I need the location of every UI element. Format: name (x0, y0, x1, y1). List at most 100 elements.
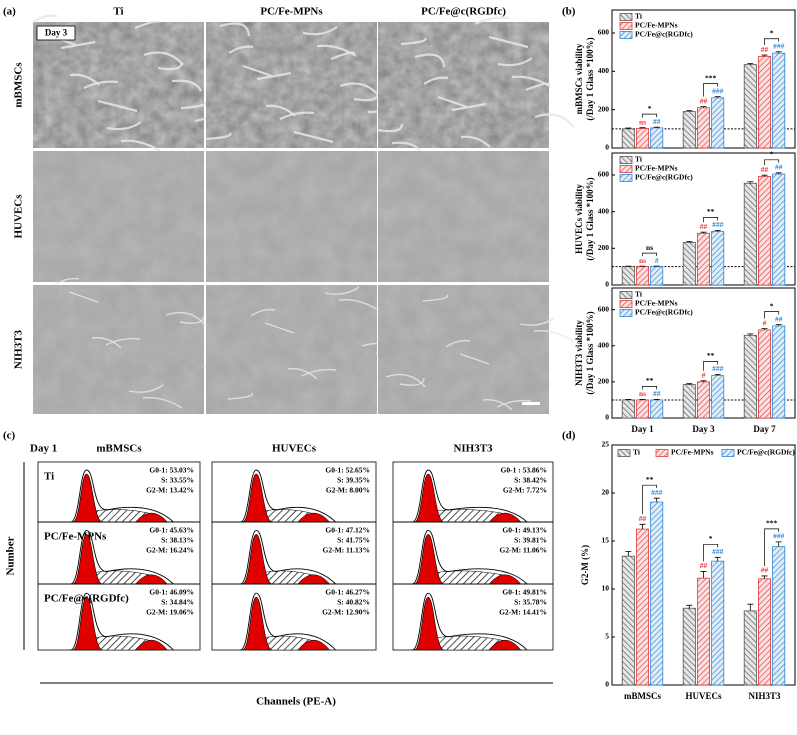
g01-peak (72, 473, 103, 523)
bar (621, 399, 635, 419)
sem-image (378, 151, 549, 282)
legend-swatch (619, 174, 633, 182)
error-bar (639, 127, 646, 129)
bar (711, 231, 725, 286)
bar (650, 399, 664, 419)
cell (460, 135, 491, 148)
cycle-stat: G0-1: 45.63% (149, 526, 194, 535)
bar (697, 107, 711, 149)
cycle-stat: G0-1: 52.65% (325, 466, 370, 475)
y-tick-label: 200 (598, 377, 610, 386)
y-label: (/Day 1 Glass *100%) (585, 177, 595, 260)
significance: ### (712, 220, 724, 229)
cytometry-panel: Day 1 mBMSCs HUVECs NIH3T3 Number Channels (P… (5, 443, 554, 708)
day-box (36, 25, 76, 41)
envelope (411, 529, 528, 585)
cycle-stat: G2-M: 14.41% (499, 608, 547, 617)
y-label: NIH3T3 viability (574, 320, 584, 386)
cell (422, 294, 449, 302)
error-bar (761, 54, 768, 57)
cell (205, 132, 232, 141)
day-label: Day 1 (30, 443, 57, 455)
y-tick-label: 0 (605, 143, 609, 152)
error-bar (625, 550, 632, 557)
y-tick-label: 25 (602, 440, 610, 449)
cell (451, 102, 487, 112)
cell (445, 339, 471, 348)
significance: ns (639, 117, 646, 126)
significance: ### (712, 364, 724, 373)
bar (621, 128, 635, 149)
g01-peak (413, 596, 445, 651)
bracket-label: ns (646, 243, 653, 252)
bar (711, 97, 725, 149)
legend-swatch (619, 309, 633, 317)
error-bar (639, 399, 646, 400)
legend-swatch (619, 22, 633, 30)
error-bar (714, 229, 721, 232)
cell (54, 277, 80, 286)
cell (171, 79, 203, 92)
panel-label: (a) (3, 6, 16, 18)
bracket-label: * (770, 301, 774, 310)
bar (711, 560, 725, 686)
column-header: Ti (113, 6, 123, 18)
legend-label: PC/Fe@c(RGDfc) (635, 30, 693, 39)
cell (293, 130, 334, 144)
cell (134, 20, 160, 30)
bar (697, 381, 711, 419)
cell (287, 368, 318, 380)
row-label: HUVECs (13, 194, 25, 239)
g01-peak (72, 534, 103, 585)
error-bar (714, 374, 721, 376)
envelope (70, 592, 174, 651)
cell (279, 111, 315, 120)
bracket (764, 38, 780, 46)
bracket-label: *** (705, 73, 717, 82)
cell (250, 308, 276, 317)
cycle-stat: G2-M: 11.06% (500, 546, 548, 555)
y-label: (/Day 1 Glass *100%) (585, 37, 595, 120)
cell (179, 315, 205, 324)
error-bar (625, 399, 632, 400)
cell (105, 337, 141, 346)
significance: ## (775, 163, 783, 172)
cycle-stat: G0-1 : 53.86% (501, 466, 547, 475)
cell (68, 291, 99, 303)
column-header: NIH3T3 (453, 443, 493, 455)
y-label: mBMSCs viability (574, 43, 584, 114)
row-label: Ti (44, 471, 54, 483)
cycle-stat: G2-M: 13.42% (146, 486, 194, 495)
envelope (411, 592, 528, 651)
bar (743, 610, 757, 686)
y-label: HUVECs viability (574, 184, 584, 254)
bracket-label: ** (646, 376, 654, 385)
y-tick-label: 0 (605, 680, 609, 689)
legend-swatch (619, 300, 633, 308)
bracket (642, 386, 658, 390)
envelope (70, 469, 174, 523)
y-tick-label: 400 (598, 66, 610, 75)
sem-image (206, 151, 377, 282)
bracket (764, 311, 780, 319)
bracket-label: * (648, 104, 652, 113)
legend-swatch (721, 449, 735, 457)
cycle-stat: G0-1: 46.09% (149, 588, 194, 597)
cycle-stat: S: 34.84% (161, 598, 194, 607)
legend-swatch (619, 291, 633, 299)
cell (377, 123, 404, 133)
bar (758, 176, 772, 286)
envelope (240, 592, 337, 651)
cell (519, 317, 555, 326)
cycle-stat: G0-1: 53.03% (149, 466, 194, 475)
cycle-stat: G2-M: 19.06% (146, 608, 194, 617)
cycle-stat: S: 39.81% (514, 536, 547, 545)
error-bar (686, 240, 693, 243)
significance: ## (700, 222, 708, 231)
error-bar (747, 333, 754, 336)
cycle-stat: G2-M: 7.72% (503, 486, 547, 495)
cell (120, 139, 161, 152)
panel-label: (d) (562, 430, 576, 442)
legend-swatch (619, 31, 633, 39)
column-header: mBMSCs (96, 443, 142, 455)
